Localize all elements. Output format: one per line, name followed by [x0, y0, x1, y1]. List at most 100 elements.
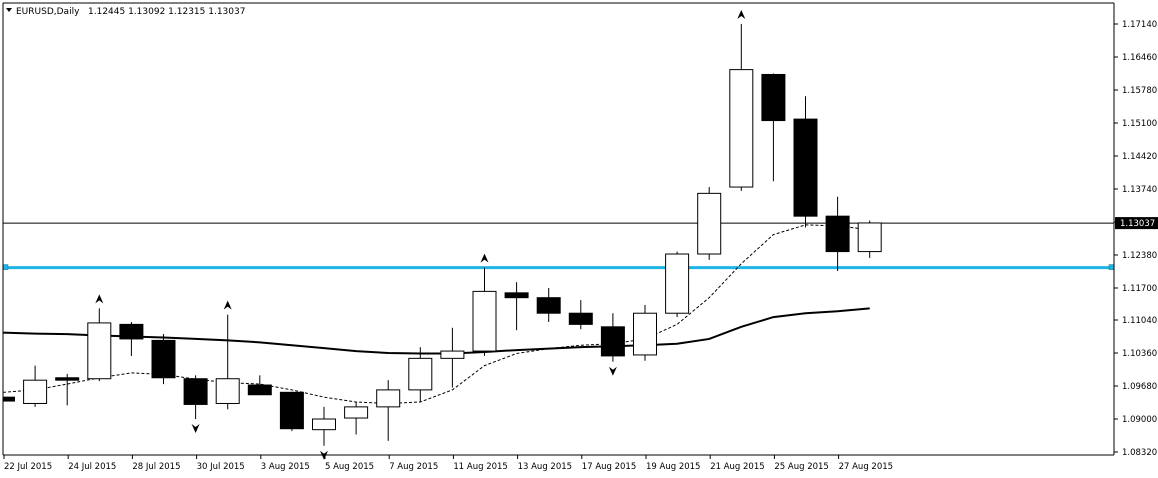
- price-tick-label: 1.15780: [1122, 86, 1157, 96]
- price-tick-label: 1.11040: [1122, 316, 1157, 326]
- candle[interactable]: [215, 314, 240, 410]
- time-tick-label: 19 Aug 2015: [646, 462, 700, 472]
- bull-candle-body: [344, 406, 369, 419]
- candle[interactable]: [600, 313, 625, 362]
- candle[interactable]: [55, 373, 80, 406]
- current-price-label: 1.13037: [1120, 219, 1155, 229]
- candle[interactable]: [344, 402, 369, 435]
- candle[interactable]: [183, 375, 208, 420]
- time-tick-label: 22 Jul 2015: [4, 462, 52, 472]
- bear-candle-body: [183, 378, 208, 405]
- bull-candle-body: [729, 69, 754, 188]
- bear-candle-body: [279, 391, 304, 430]
- price-tick-label: 1.09680: [1122, 382, 1157, 392]
- bull-candle-body: [665, 253, 690, 314]
- bear-candle-body: [2, 396, 15, 402]
- bear-candle-body: [825, 215, 850, 253]
- candle[interactable]: [312, 406, 336, 446]
- time-tick-label: 24 Jul 2015: [68, 462, 116, 472]
- symbol-label: EURUSD,Daily: [16, 7, 80, 17]
- time-tick-label: 13 Aug 2015: [518, 462, 572, 472]
- bear-candle-body: [55, 377, 80, 381]
- candle[interactable]: [793, 96, 818, 228]
- price-tick-label: 1.16460: [1122, 53, 1157, 63]
- fractal-up-arrow-icon: [95, 294, 104, 304]
- candle[interactable]: [472, 267, 497, 356]
- bull-candle-body: [376, 389, 401, 408]
- fractal-up-arrow-icon: [480, 253, 489, 263]
- candle[interactable]: [761, 73, 786, 182]
- fractal-down-arrow-icon: [191, 424, 200, 434]
- candle[interactable]: [536, 287, 561, 322]
- support-line-handle-right[interactable]: [1108, 264, 1115, 270]
- bull-candle-body: [472, 290, 497, 352]
- candle[interactable]: [504, 282, 529, 331]
- dropdown-triangle-icon[interactable]: [6, 8, 12, 12]
- fractal-down-arrow-icon: [608, 366, 617, 376]
- price-tick-label: 1.14420: [1122, 152, 1157, 162]
- fractal-up-arrow-icon: [737, 10, 746, 19]
- candle[interactable]: [87, 308, 112, 382]
- bull-candle-body: [633, 312, 657, 356]
- bear-candle-body: [600, 326, 625, 357]
- time-tick-label: 11 Aug 2015: [453, 462, 507, 472]
- bear-candle-body: [504, 292, 529, 299]
- price-tick-label: 1.15100: [1122, 119, 1157, 129]
- candle[interactable]: [23, 365, 48, 407]
- candle[interactable]: [857, 220, 882, 258]
- ohlc-values: 1.12445 1.13092 1.12315 1.13037: [88, 7, 245, 17]
- candle[interactable]: [247, 375, 272, 396]
- plot-area[interactable]: [2, 10, 1115, 460]
- price-tick-label: 1.10360: [1122, 349, 1157, 359]
- slow-moving-average-line: [2, 307, 870, 355]
- price-tick-label: 1.17140: [1122, 20, 1157, 30]
- bear-candle-body: [151, 339, 176, 379]
- bull-candle-body: [408, 357, 433, 391]
- candle[interactable]: [151, 334, 176, 385]
- candle[interactable]: [279, 391, 304, 432]
- time-tick-label: 3 Aug 2015: [261, 462, 310, 472]
- bear-candle-body: [247, 384, 272, 396]
- bull-candle-body: [87, 322, 112, 380]
- price-tick-label: 1.11700: [1122, 284, 1157, 294]
- fast-moving-average-line: [2, 224, 870, 404]
- bull-candle-body: [440, 350, 465, 359]
- time-tick-label: 28 Jul 2015: [132, 462, 180, 472]
- candle[interactable]: [119, 321, 144, 356]
- candle[interactable]: [633, 304, 657, 361]
- price-tick-label: 1.13740: [1122, 185, 1157, 195]
- bull-candle-body: [215, 378, 240, 404]
- bear-candle-body: [536, 297, 561, 314]
- time-tick-label: 30 Jul 2015: [197, 462, 245, 472]
- bull-candle-body: [697, 192, 722, 255]
- bull-candle-body: [857, 222, 882, 253]
- current-price-badge: [1115, 217, 1158, 230]
- bear-candle-body: [761, 73, 786, 122]
- time-tick-label: 5 Aug 2015: [325, 462, 374, 472]
- support-line-handle-left[interactable]: [2, 264, 9, 270]
- price-tick-label: 1.12380: [1122, 251, 1157, 261]
- time-tick-label: 17 Aug 2015: [582, 462, 636, 472]
- time-tick-label: 25 Aug 2015: [774, 462, 828, 472]
- time-tick-label: 7 Aug 2015: [389, 462, 438, 472]
- candle[interactable]: [825, 196, 850, 271]
- time-tick-label: 27 Aug 2015: [839, 462, 893, 472]
- candle[interactable]: [729, 24, 754, 191]
- candle[interactable]: [697, 187, 722, 260]
- bull-candle-body: [312, 418, 336, 431]
- price-axis[interactable]: 1.17140 1.16460 1.15780 1.15100 1.14420 1.137…: [1114, 20, 1158, 458]
- price-tick-label: 1.08320: [1122, 448, 1157, 458]
- candle[interactable]: [408, 347, 433, 403]
- price-tick-label: 1.09000: [1122, 415, 1157, 425]
- time-tick-label: 21 Aug 2015: [710, 462, 764, 472]
- candle[interactable]: [440, 327, 465, 388]
- bear-candle-body: [568, 312, 593, 325]
- bear-candle-body: [793, 118, 818, 217]
- time-axis[interactable]: 22 Jul 2015 24 Jul 2015 28 Jul 2015 30 Jul …: [3, 455, 893, 472]
- fractal-up-arrow-icon: [223, 300, 232, 310]
- candle[interactable]: [665, 251, 690, 318]
- candle[interactable]: [376, 380, 401, 441]
- candle[interactable]: [568, 300, 593, 330]
